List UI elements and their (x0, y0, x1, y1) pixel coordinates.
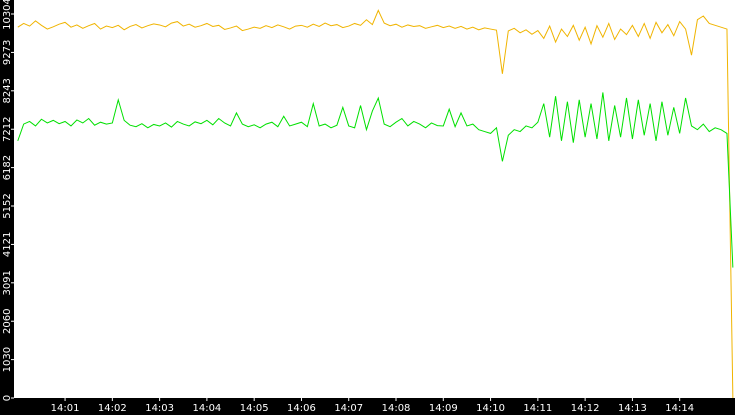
y-tick-label: 4121 (2, 232, 13, 257)
x-tick-label: 14:06 (287, 403, 316, 414)
x-tick-label: 14:03 (145, 403, 174, 414)
y-tick-label: 10304 (2, 0, 13, 30)
x-tick-label: 14:12 (571, 403, 600, 414)
x-tick-label: 14:08 (382, 403, 411, 414)
series-line (17, 92, 734, 268)
y-tick-label: 8243 (2, 78, 13, 103)
x-tick-label: 14:14 (665, 403, 694, 414)
x-tick-label: 14:10 (476, 403, 505, 414)
x-tick-label: 14:05 (240, 403, 269, 414)
y-tick-label: 9273 (2, 40, 13, 65)
x-axis-strip (0, 398, 735, 415)
y-tick-label: 5152 (2, 193, 13, 218)
y-tick-label: 1030 (2, 347, 13, 372)
y-tick-label: 0 (2, 395, 13, 401)
x-tick-label: 14:09 (429, 403, 458, 414)
y-tick-label: 7212 (2, 117, 13, 142)
y-axis-strip (0, 0, 14, 415)
x-tick-label: 14:02 (98, 403, 127, 414)
y-tick-label: 6182 (2, 155, 13, 180)
x-tick-label: 14:11 (523, 403, 552, 414)
x-tick-label: 14:01 (51, 403, 80, 414)
y-tick-label: 2060 (2, 309, 13, 334)
x-tick-label: 14:07 (334, 403, 363, 414)
x-tick-label: 14:13 (618, 403, 647, 414)
x-tick-label: 14:04 (192, 403, 221, 414)
series-line (17, 9, 734, 399)
y-tick-label: 3091 (2, 270, 13, 295)
